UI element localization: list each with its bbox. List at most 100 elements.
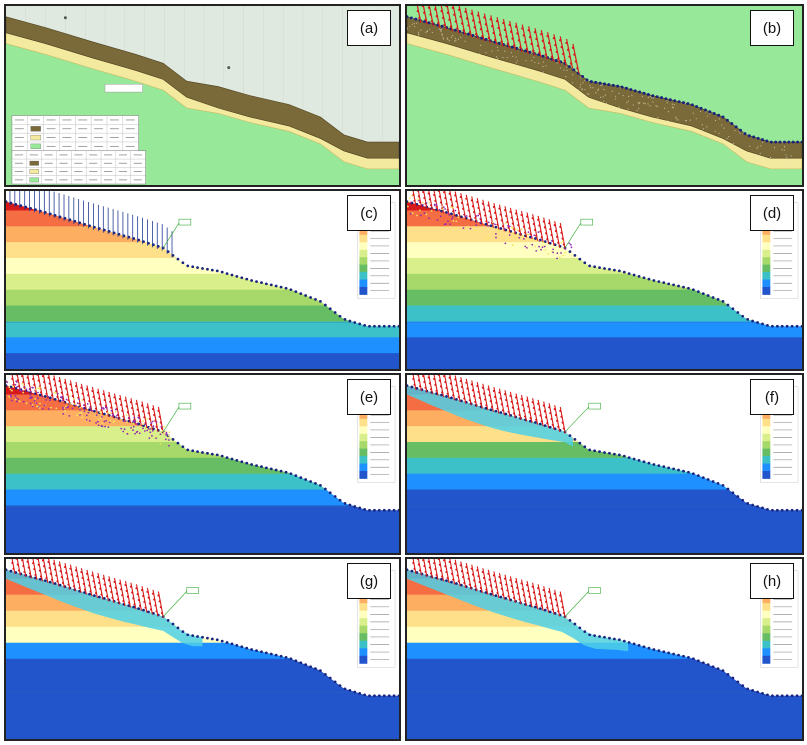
mesh-dot	[518, 68, 520, 70]
surface-node	[181, 445, 185, 449]
bolt-node	[60, 391, 63, 394]
bolt-node	[520, 582, 523, 585]
bolt-node	[110, 590, 113, 594]
bolt-node	[520, 397, 523, 401]
bolt-node	[467, 24, 470, 27]
mesh-dot	[656, 106, 658, 108]
bolt-node	[137, 414, 140, 417]
debris-particle	[14, 383, 17, 386]
legend-swatch	[762, 603, 771, 612]
bolt-node	[448, 192, 451, 195]
bolt-node	[525, 47, 528, 51]
surface-node	[622, 270, 626, 274]
surface-node	[598, 450, 601, 453]
bolt-node	[449, 25, 453, 28]
surface-node	[504, 412, 508, 416]
bolt-node	[473, 395, 476, 398]
boundary-node	[774, 140, 778, 144]
surface-node	[333, 311, 337, 314]
mesh-dot	[584, 96, 586, 98]
bolt-node	[532, 222, 535, 226]
bolt-node	[462, 576, 465, 579]
bolt-node	[118, 582, 122, 585]
surface-node	[780, 694, 784, 698]
surface-node	[137, 607, 141, 610]
boundary-node	[585, 78, 589, 82]
legend-swatch	[359, 227, 368, 236]
debris-particle	[138, 417, 141, 420]
bolt-node	[555, 604, 559, 607]
bolt-node	[142, 594, 145, 598]
bolt-node	[535, 603, 538, 606]
bolt-node	[421, 6, 424, 8]
mesh-dot	[542, 71, 544, 73]
mesh-dot	[581, 88, 583, 90]
bolt-node	[485, 220, 488, 223]
debris-particle	[531, 243, 534, 246]
bolt-node	[67, 399, 70, 402]
debris-particle	[454, 226, 457, 229]
bolt-node	[522, 34, 526, 37]
mesh-dot	[534, 61, 536, 64]
bolt-node	[492, 389, 496, 393]
bolt-node	[412, 561, 415, 565]
bolt-node	[428, 198, 431, 201]
mesh-dot	[473, 59, 475, 62]
debris-particle	[465, 215, 468, 217]
stress-band	[6, 722, 399, 739]
bolt-node	[72, 585, 76, 588]
mesh-dot	[786, 156, 788, 158]
mesh-dot	[637, 102, 639, 104]
bolt-node	[520, 213, 523, 217]
surface-node	[215, 638, 219, 642]
debris-particle	[428, 201, 431, 204]
bolt-node	[416, 559, 419, 560]
mesh-dot	[756, 147, 758, 150]
debris-particle	[542, 241, 545, 244]
bolt-node	[446, 208, 449, 211]
debris-particle	[81, 399, 84, 402]
bolt-node	[495, 217, 498, 220]
debris-particle	[475, 224, 478, 227]
debris-particle	[136, 423, 139, 426]
mesh-dot	[666, 102, 668, 104]
boundary-node	[589, 80, 593, 84]
bolt-node	[450, 204, 454, 207]
boundary-node	[739, 128, 743, 132]
boundary-node	[440, 24, 444, 28]
surface-node	[220, 454, 224, 458]
mesh-dot	[454, 40, 456, 42]
bolt-node	[540, 32, 543, 36]
bolt-node	[538, 51, 541, 54]
surface-node	[240, 645, 244, 649]
mesh-dot	[531, 59, 533, 62]
bolt-node	[433, 193, 436, 197]
debris-particle	[534, 245, 536, 248]
debris-particle	[508, 234, 511, 236]
surface-node	[181, 630, 185, 633]
mesh-dot	[502, 56, 504, 59]
bolt-node	[484, 214, 487, 217]
rock-bolts	[11, 559, 164, 619]
debris-particle	[36, 397, 39, 400]
panel-e: (e)	[4, 373, 401, 555]
surface-node	[613, 268, 616, 272]
mesh-model	[407, 6, 802, 185]
surface-node	[489, 224, 493, 228]
surface-node	[343, 318, 347, 321]
bolt-node	[476, 569, 479, 572]
debris-particle	[73, 397, 75, 400]
debris-particle	[71, 407, 74, 410]
bolt-node	[559, 409, 562, 412]
stress-band	[6, 537, 399, 553]
mesh-dot	[628, 95, 630, 97]
surface-node	[440, 577, 443, 581]
bolt-node	[506, 220, 509, 223]
surface-node	[583, 630, 587, 633]
surface-node	[88, 408, 91, 412]
bolt-node	[450, 388, 454, 391]
surface-node	[578, 441, 582, 445]
bolt-node	[549, 596, 552, 599]
surface-node	[736, 311, 740, 314]
boundary-node	[787, 140, 791, 144]
